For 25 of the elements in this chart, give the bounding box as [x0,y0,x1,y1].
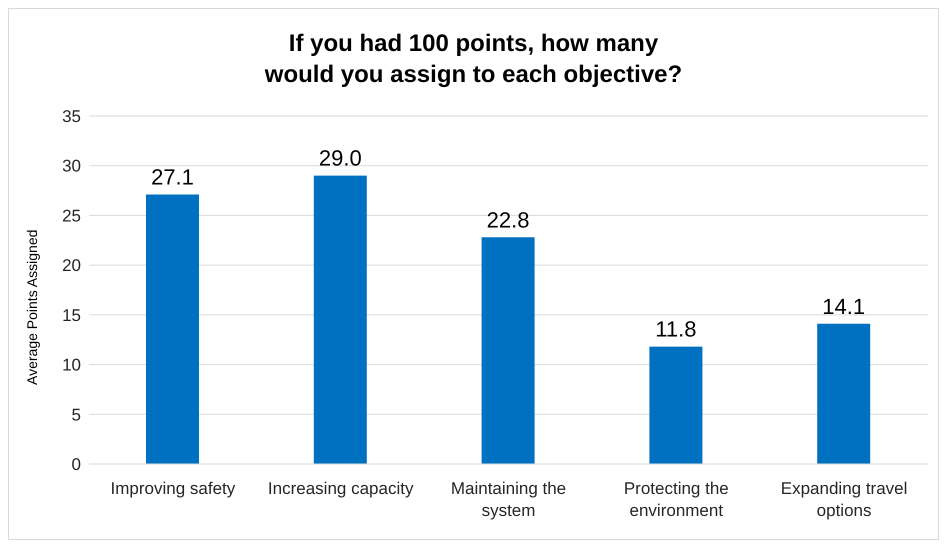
y-tick-label: 35 [62,107,81,126]
data-label: 14.1 [822,294,866,319]
y-tick-label: 25 [62,206,81,226]
x-tick-label: Expanding travel options [780,479,908,520]
bar [146,194,199,464]
bar [817,324,870,464]
data-label: 11.8 [655,316,696,342]
bar [482,237,535,464]
data-label: 22.8 [486,207,530,232]
y-tick-label: 10 [62,356,81,375]
bar [314,176,367,464]
y-tick-label: 30 [62,156,81,176]
x-tick-label: Improving safety [110,479,236,498]
y-tick-label: 0 [72,455,81,474]
x-tick-label: Maintaining the system [450,479,566,520]
x-tick-label: Protecting the environment [624,479,729,520]
y-tick-label: 20 [62,256,81,276]
bar [649,346,702,464]
y-tick-label: 15 [62,306,81,325]
data-label: 27.1 [151,164,194,190]
chart-title: If you had 100 points, how many would you assign to each objective? [264,28,684,90]
data-label: 29.0 [318,146,362,171]
y-tick-label: 5 [72,405,81,424]
y-axis-title: Average Points Assigned [24,230,40,385]
x-tick-label: Increasing capacity [268,479,414,498]
